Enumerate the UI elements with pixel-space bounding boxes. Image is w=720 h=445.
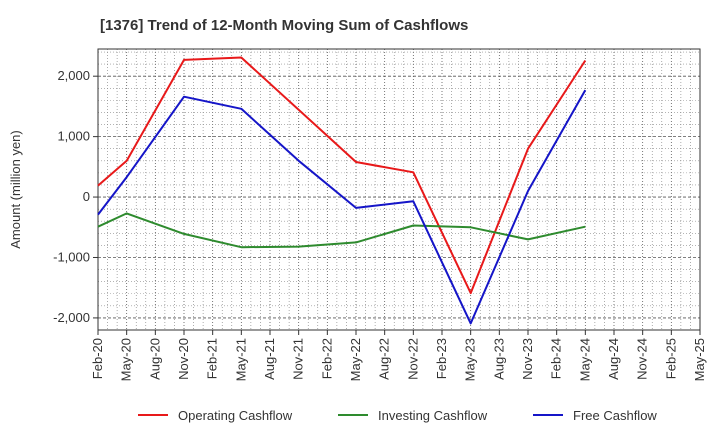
y-tick-label: 0 xyxy=(83,189,90,204)
x-tick-label: May-20 xyxy=(119,338,134,381)
series-line-free-cashflow xyxy=(97,89,587,325)
y-tick-label: -2,000 xyxy=(53,310,90,325)
plot-border xyxy=(97,48,701,331)
x-tick-label: Aug-22 xyxy=(377,338,392,380)
x-tick-label: Feb-20 xyxy=(90,338,105,379)
x-tick-label: Aug-24 xyxy=(606,338,621,380)
legend-label-operating-cashflow: Operating Cashflow xyxy=(178,408,293,423)
x-tick-label: Aug-23 xyxy=(491,338,506,380)
x-tick-label: Nov-22 xyxy=(405,338,420,380)
x-tick-label: Feb-21 xyxy=(205,338,220,379)
x-tick-label: Nov-20 xyxy=(176,338,191,380)
series-line-investing-cashflow xyxy=(97,212,586,249)
plot-background xyxy=(98,49,700,330)
x-tick-label: Aug-20 xyxy=(147,338,162,380)
x-tick-label: Feb-24 xyxy=(549,338,564,379)
x-tick-label: May-24 xyxy=(577,338,592,381)
y-tick-label: 1,000 xyxy=(57,129,90,144)
y-axis-label: Amount (million yen) xyxy=(8,130,23,249)
y-tick-label: 2,000 xyxy=(57,68,90,83)
x-tick-label: May-23 xyxy=(463,338,478,381)
legend: Operating Cashflow Investing Cashflow Free… xyxy=(138,408,657,423)
legend-label-free-cashflow: Free Cashflow xyxy=(573,408,657,423)
x-tick-label: Feb-22 xyxy=(319,338,334,379)
x-tick-label: Nov-24 xyxy=(635,338,650,380)
legend-label-investing-cashflow: Investing Cashflow xyxy=(378,408,488,423)
x-tick-label: Feb-23 xyxy=(434,338,449,379)
x-tick-label: Feb-25 xyxy=(663,338,678,379)
x-tick-label: Aug-21 xyxy=(262,338,277,380)
x-tick-label: Nov-21 xyxy=(291,338,306,380)
x-tick-label: May-22 xyxy=(348,338,363,381)
x-tick-label: May-25 xyxy=(692,338,707,381)
chart-title: [1376] Trend of 12-Month Moving Sum of C… xyxy=(100,17,468,34)
series-line-operating-cashflow xyxy=(97,56,587,295)
x-tick-label: Nov-23 xyxy=(520,338,535,380)
y-tick-label: -1,000 xyxy=(53,249,90,264)
x-tick-label: May-21 xyxy=(233,338,248,381)
